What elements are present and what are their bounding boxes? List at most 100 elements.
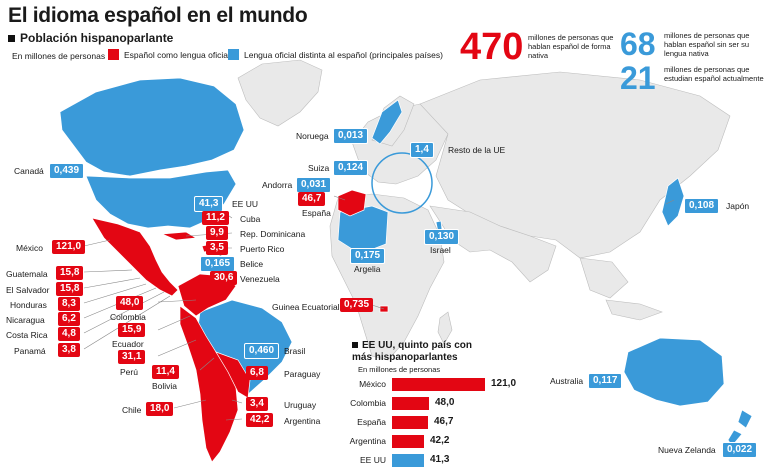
nicaragua-name: Nicaragua <box>6 315 45 325</box>
bar-category-label: Colombia <box>350 398 386 408</box>
noruega-value: 0,013 <box>333 128 369 144</box>
argelia-name: Argelia <box>354 264 381 274</box>
bar-category-label: Argentina <box>349 436 386 446</box>
rep-dominicana-value: 9,9 <box>206 226 228 240</box>
chile-name: Chile <box>122 405 142 415</box>
paraguay-name: Paraguay <box>284 369 321 379</box>
argentina-value: 42,2 <box>246 413 274 427</box>
brasil-value: 0,460 <box>244 343 280 359</box>
bolivia-name: Bolivia <box>152 381 178 391</box>
nicaragua-value: 6,2 <box>58 312 80 326</box>
suiza-name: Suiza <box>308 163 330 173</box>
venezuela-name: Venezuela <box>240 274 280 284</box>
colombia-value: 48,0 <box>116 296 144 310</box>
guatemala-value: 15,8 <box>56 266 84 280</box>
square-bullet-icon <box>352 342 358 348</box>
bar-category-label: España <box>357 417 386 427</box>
mexico-value: 121,0 <box>52 240 86 254</box>
legend-official-label: Español como lengua oficial <box>124 49 230 60</box>
bolivia-value: 11,4 <box>152 365 179 379</box>
brasil-name: Brasil <box>284 346 306 356</box>
chile-value: 18,0 <box>146 402 174 416</box>
guinea-value: 0,735 <box>340 298 374 312</box>
ecuador-value: 15,9 <box>118 323 146 337</box>
andorra-value: 0,031 <box>296 177 332 193</box>
israel-name: Israel <box>430 245 451 255</box>
bar-chart-units: En millones de personas <box>358 365 441 374</box>
europe-highlight-circle <box>371 152 433 214</box>
eeuu-value: 41,3 <box>194 196 224 212</box>
honduras-value: 8,3 <box>58 297 80 311</box>
bar-value-label: 48,0 <box>435 397 455 408</box>
nonnative-speakers-text: millones de personas que hablan español … <box>664 31 750 58</box>
bar-category-label: México <box>359 379 386 389</box>
nonnative-speakers-number: 68 <box>620 26 656 62</box>
students-number: 21 <box>620 60 656 96</box>
argentina-name: Argentina <box>284 416 321 426</box>
costa-rica-name: Costa Rica <box>6 330 48 340</box>
bar-value-label: 42,2 <box>430 435 450 446</box>
guinea-name: Guinea Ecuatorial <box>272 302 340 312</box>
bar <box>392 378 485 391</box>
israel-value: 0,130 <box>424 229 460 245</box>
legend-other-label: Lengua oficial distinta al español (prin… <box>244 49 443 60</box>
peru-value: 31,1 <box>118 350 146 364</box>
bar-chart-title-text: EE UU, quinto país con más hispanoparlan… <box>352 340 473 363</box>
uruguay-name: Uruguay <box>284 400 317 410</box>
resto-ue-value: 1,4 <box>410 142 434 158</box>
bar <box>392 397 429 410</box>
espana-value: 46,7 <box>298 192 326 206</box>
australia-value: 0,117 <box>588 373 623 389</box>
rep-dominicana-name: Rep. Dominicana <box>240 229 306 239</box>
cuba-name: Cuba <box>240 214 261 224</box>
legend-blue-swatch <box>228 49 239 60</box>
resto-ue-name: Resto de la UE <box>448 145 506 155</box>
section-subtitle: Población hispanoparlante <box>8 31 173 45</box>
mexico-name: México <box>16 243 43 253</box>
nueva-zelanda-name: Nueva Zelanda <box>658 445 716 455</box>
bar <box>392 416 428 429</box>
eeuu-name: EE UU <box>232 199 258 209</box>
andorra-name: Andorra <box>262 180 293 190</box>
paraguay-value: 6,8 <box>246 366 268 380</box>
peru-name: Perú <box>120 367 138 377</box>
panama-value: 3,8 <box>58 343 80 357</box>
honduras-name: Honduras <box>10 300 47 310</box>
bar <box>392 435 424 448</box>
guatemala-name: Guatemala <box>6 269 48 279</box>
puerto-rico-name: Puerto Rico <box>240 244 285 254</box>
cuba-value: 11,2 <box>202 211 229 225</box>
native-speakers-text: millones de personas que hablan español … <box>528 33 614 60</box>
bar <box>392 454 424 467</box>
espana-name: España <box>302 208 331 218</box>
el-salvador-value: 15,8 <box>56 282 84 296</box>
venezuela-value: 30,6 <box>210 271 238 285</box>
japon-name: Japón <box>726 201 750 211</box>
nueva-zelanda-value: 0,022 <box>722 442 758 458</box>
colombia-name: Colombia <box>110 312 146 322</box>
el-salvador-name: El Salvador <box>6 285 50 295</box>
puerto-rico-value: 3,5 <box>206 241 228 255</box>
legend-red-swatch <box>108 49 119 60</box>
units-note: En millones de personas <box>12 51 106 61</box>
japon-value: 0,108 <box>684 198 720 214</box>
bar-chart-title: EE UU, quinto país con más hispanoparlan… <box>352 340 482 363</box>
legend-official: Español como lengua oficial <box>108 49 230 60</box>
bar-category-label: EE UU <box>360 455 386 465</box>
subtitle-text: Población hispanoparlante <box>20 31 174 45</box>
native-speakers-number: 470 <box>460 26 524 68</box>
panama-name: Panamá <box>14 346 46 356</box>
suiza-value: 0,124 <box>333 160 369 176</box>
noruega-name: Noruega <box>296 131 329 141</box>
australia-name: Australia <box>550 376 584 386</box>
argelia-value: 0,175 <box>350 248 386 264</box>
canada-name: Canadá <box>14 166 44 176</box>
bar-value-label: 41,3 <box>430 454 450 465</box>
belice-name: Belice <box>240 259 264 269</box>
bar-value-label: 46,7 <box>434 416 454 427</box>
legend-other: Lengua oficial distinta al español (prin… <box>228 49 443 60</box>
uruguay-value: 3,4 <box>246 397 268 411</box>
costa-rica-value: 4,8 <box>58 327 80 341</box>
canada-value: 0,439 <box>49 163 85 179</box>
